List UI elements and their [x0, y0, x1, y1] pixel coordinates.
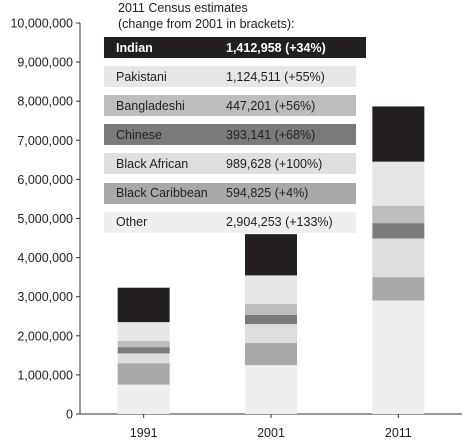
legend-item: Pakistani 1,124,511 (+55%): [104, 66, 356, 88]
legend-item-label: Other: [116, 215, 148, 230]
legend-item-value: 594,825 (+4%): [226, 186, 309, 200]
legend-item-label: Indian: [116, 40, 153, 55]
bar-segment: [372, 161, 425, 206]
y-tick-label: 8,000,000: [17, 95, 73, 109]
legend-item: Other 2,904,253 (+133%): [104, 211, 356, 233]
bar-segment: [117, 363, 170, 385]
legend-title-line-2: (change from 2001 in brackets):: [118, 17, 295, 31]
bar-segment: [245, 314, 297, 325]
y-tick-label: 3,000,000: [17, 290, 73, 304]
legend-item-label: Pakistani: [116, 69, 167, 84]
x-tick-label: 1991: [130, 426, 158, 440]
legend-item-label: Bangladeshi: [116, 98, 185, 113]
legend-item-value: 989,628 (+100%): [226, 156, 323, 171]
y-tick-label: 1,000,000: [17, 368, 73, 382]
legend-item: Chinese 393,141 (+68%): [104, 124, 356, 146]
legend-item-value: 393,141 (+68%): [226, 127, 316, 142]
y-tick-label: 10,000,000: [10, 17, 73, 31]
bar-segment: [245, 365, 297, 414]
x-tick-label: 2011: [385, 426, 412, 440]
bar-segment: [117, 384, 170, 414]
bar-segment: [245, 275, 297, 304]
bar-segment: [372, 300, 425, 414]
legend-item: Indian 1,412,958 (+34%): [104, 37, 366, 58]
bar-segment: [372, 106, 425, 162]
legend-item-label: Black Caribbean: [116, 186, 208, 200]
legend-item-value: 1,124,511 (+55%): [226, 69, 325, 84]
x-tick-label: 2001: [257, 426, 285, 440]
bar-segment: [245, 324, 297, 344]
y-tick-label: 7,000,000: [17, 134, 73, 148]
y-tick-label: 2,000,000: [17, 329, 73, 343]
y-tick-label: 6,000,000: [17, 173, 73, 187]
bar-segment: [117, 322, 170, 341]
legend-item: Black African 989,628 (+100%): [104, 153, 356, 175]
y-tick-label: 9,000,000: [17, 56, 73, 70]
y-tick-label: 0: [66, 408, 73, 422]
bar-segment: [117, 287, 170, 323]
legend-item-label: Black African: [116, 156, 189, 171]
bar-segment: [372, 277, 425, 301]
legend-item-value: 1,412,958 (+34%): [226, 40, 326, 55]
legend-item-value: 447,201 (+56%): [226, 98, 316, 113]
bar-segment: [117, 347, 170, 354]
bar-segment: [117, 340, 170, 348]
legend-title: 2011 Census estimates (change from 2001 …: [118, 0, 294, 32]
bar-segment: [372, 223, 425, 239]
y-tick-label: 5,000,000: [17, 212, 73, 226]
legend-item: Bangladeshi 447,201 (+56%): [104, 95, 356, 117]
bar-segment: [117, 353, 170, 364]
bar-segment: [372, 205, 425, 224]
legend-item-value: 2,904,253 (+133%): [226, 215, 333, 230]
legend-item: Black Caribbean 594,825 (+4%): [104, 182, 356, 204]
legend-item-label: Chinese: [116, 127, 162, 142]
bar-segment: [245, 234, 297, 276]
y-tick-label: 4,000,000: [17, 251, 73, 265]
bar-segment: [245, 343, 297, 366]
bar-segment: [245, 303, 297, 315]
legend-title-line-1: 2011 Census estimates: [118, 1, 248, 15]
bar-segment: [372, 238, 425, 278]
